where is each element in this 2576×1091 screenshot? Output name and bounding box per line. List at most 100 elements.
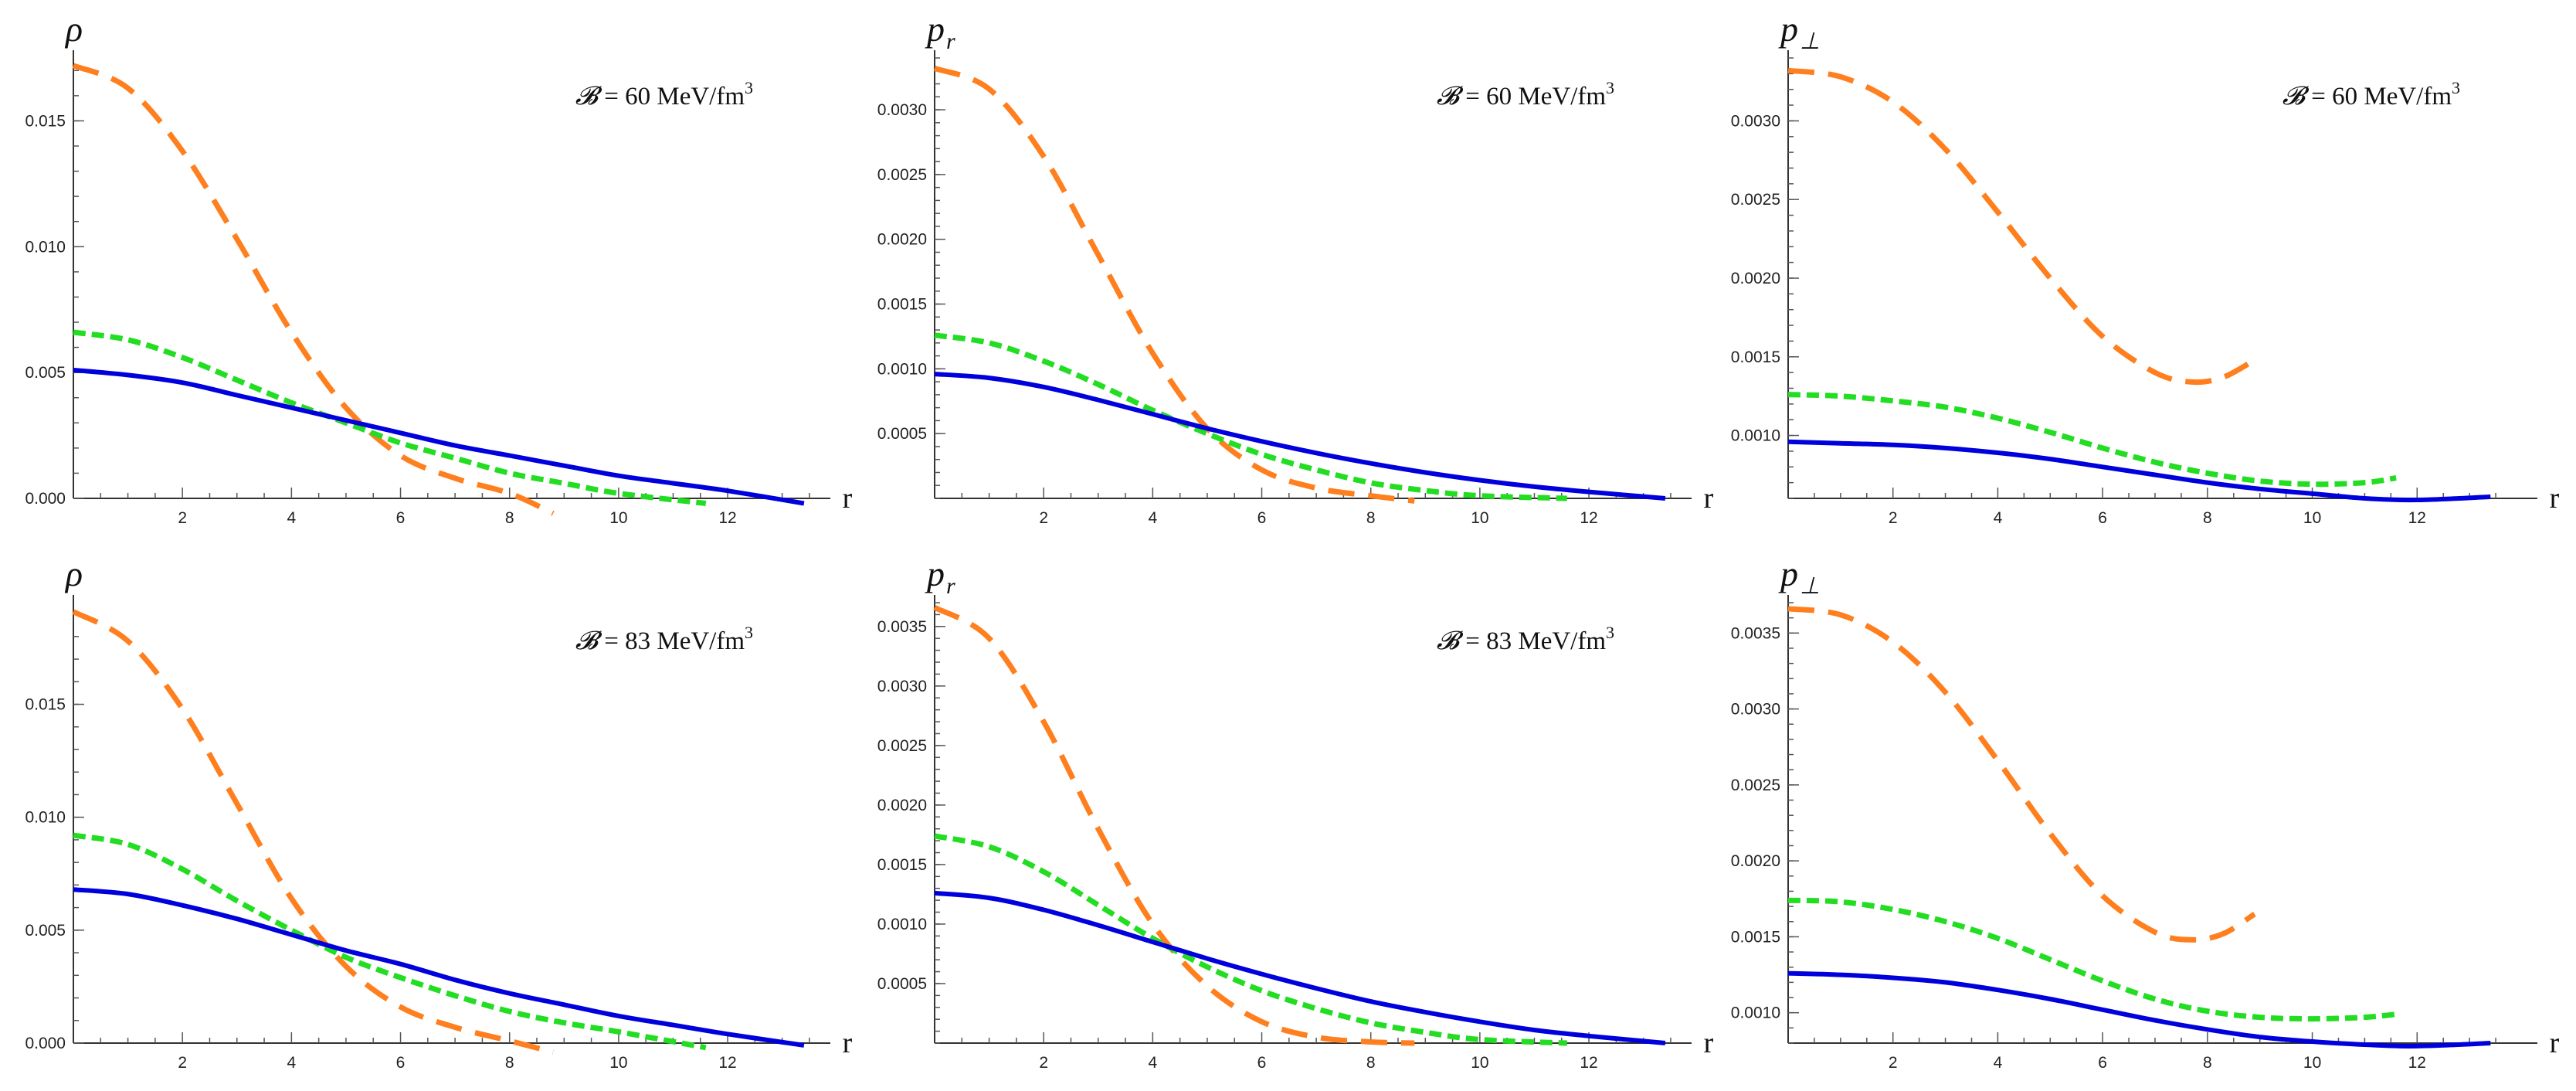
x-tick-label: 4 [1994,1054,2003,1072]
x-tick-label: 4 [1149,509,1158,527]
x-tick-label: 2 [1039,1054,1048,1072]
x-tick-label: 6 [396,509,406,527]
x-tick-label: 6 [2098,509,2107,527]
x-axis-label: r [2550,1027,2560,1059]
y-tick-label: 0.0005 [877,975,927,993]
y-axis-label: pr [925,554,955,599]
x-tick-label: 8 [1366,1054,1376,1072]
y-tick-label: 0.0025 [877,166,927,184]
y-tick-label: 0.0030 [1731,701,1780,719]
x-tick-label: 2 [178,509,187,527]
x-tick-label: 10 [2303,1054,2321,1072]
y-axis-label: p⊥ [1778,9,1820,54]
y-tick-label: 0.0020 [877,231,927,249]
y-tick-label: 0.005 [25,922,66,940]
x-tick-label: 12 [718,1054,736,1072]
y-tick-label: 0.0015 [1731,348,1780,366]
y-tick-label: 0.000 [25,490,66,508]
series-line-blue-solid [934,372,1666,501]
y-axis-label: pr [925,9,955,54]
x-tick-label: 4 [287,1054,297,1072]
x-tick-label: 12 [718,509,736,527]
y-tick-label: 0.005 [25,364,66,382]
y-tick-label: 0.0020 [1731,270,1780,287]
x-tick-label: 8 [2203,1054,2212,1072]
x-tick-label: 10 [1471,509,1488,527]
x-tick-label: 6 [1257,509,1267,527]
y-tick-label: 0.0015 [877,296,927,314]
x-tick-label: 6 [396,1054,406,1072]
series-line-orange-dashed [933,66,1415,504]
x-tick-label: 8 [2203,509,2212,527]
x-tick-label: 12 [2408,509,2426,527]
x-tick-label: 10 [2303,509,2321,527]
parameter-annotation: 𝓑 = 60 MeV/fm3 [2282,78,2460,110]
series-line-orange-dashed [72,609,555,1055]
x-axis-label: r [843,1027,853,1059]
panel-1: 0.000 0.005 0.010 0.015 2 4 6 8 10 12 r ρ 𝓑 = 60 MeV… [25,9,852,527]
panel-2: 0.0005 0.0010 0.0015 0.0020 0.0025 0.0030 2 4 6 8… [877,9,1714,527]
y-tick-label: 0.0030 [877,101,927,119]
y-axis-label: p⊥ [1778,554,1820,599]
series-line-blue-solid [1787,439,2491,503]
x-tick-label: 10 [609,509,627,527]
series-line-blue-solid [934,890,1666,1045]
panel-6: 0.0010 0.0015 0.0020 0.0025 0.0030 0.0035 2 4 6 8… [1731,554,2560,1072]
y-tick-label: 0.015 [25,112,66,130]
x-axis-label: r [1704,482,1714,515]
x-tick-label: 4 [1149,1054,1158,1072]
x-axis-label: r [2550,482,2560,515]
x-tick-label: 4 [287,509,297,527]
series-line-blue-solid [1787,970,2491,1049]
panel-4: 0.000 0.005 0.010 0.015 2 4 6 8 10 12 r ρ 𝓑 = 83 MeV… [25,554,852,1072]
y-axis-label: ρ [64,554,83,593]
y-tick-label: 0.010 [25,238,66,256]
x-tick-label: 8 [505,509,514,527]
y-tick-label: 0.015 [25,696,66,714]
x-tick-label: 6 [2098,1054,2107,1072]
x-tick-label: 8 [1366,509,1376,527]
x-tick-label: 10 [1471,1054,1488,1072]
y-tick-label: 0.0015 [877,856,927,874]
parameter-annotation: 𝓑 = 83 MeV/fm3 [575,623,753,655]
y-axis-label: ρ [64,9,83,49]
series-line-green-dashed [73,832,707,1051]
x-tick-label: 2 [1039,509,1048,527]
series-line-orange-dashed [933,605,1415,1046]
parameter-annotation: 𝓑 = 83 MeV/fm3 [1437,623,1614,655]
series-line-blue-solid [73,367,805,506]
x-tick-label: 12 [2408,1054,2426,1072]
x-axis-label: r [1704,1027,1714,1059]
y-tick-label: 0.010 [25,809,66,827]
y-tick-label: 0.0035 [1731,624,1780,642]
y-tick-label: 0.0010 [1731,1004,1780,1022]
x-tick-label: 6 [1257,1054,1267,1072]
y-tick-label: 0.0025 [1731,777,1780,794]
x-tick-label: 2 [1889,1054,1898,1072]
series-line-green-dashed [934,833,1567,1046]
series-line-orange-dashed [1787,67,2256,386]
y-tick-label: 0.0030 [877,678,927,695]
x-tick-label: 2 [1889,509,1898,527]
y-tick-label: 0.0025 [1731,191,1780,209]
y-tick-label: 0.0015 [1731,928,1780,946]
x-tick-label: 2 [178,1054,187,1072]
y-tick-label: 0.0010 [1731,427,1780,445]
parameter-annotation: 𝓑 = 60 MeV/fm3 [575,78,753,110]
y-tick-label: 0.0010 [877,360,927,378]
panel-3: 0.0010 0.0015 0.0020 0.0025 0.0030 2 4 6 8 10 12 r p… [1731,9,2560,527]
series-line-blue-solid [73,887,805,1048]
y-tick-label: 0.0030 [1731,112,1780,130]
series-line-green-dashed [1787,392,2397,488]
y-tick-label: 0.0020 [877,797,927,814]
series-line-green-dashed [1787,897,2397,1022]
x-tick-label: 12 [1580,509,1597,527]
y-tick-label: 0.0025 [877,737,927,755]
y-tick-label: 0.0010 [877,916,927,933]
y-tick-label: 0.0020 [1731,852,1780,870]
x-tick-label: 12 [1580,1054,1597,1072]
series-line-green-dashed [73,329,707,506]
series-line-orange-dashed [1787,606,2256,943]
y-tick-label: 0.000 [25,1035,66,1052]
